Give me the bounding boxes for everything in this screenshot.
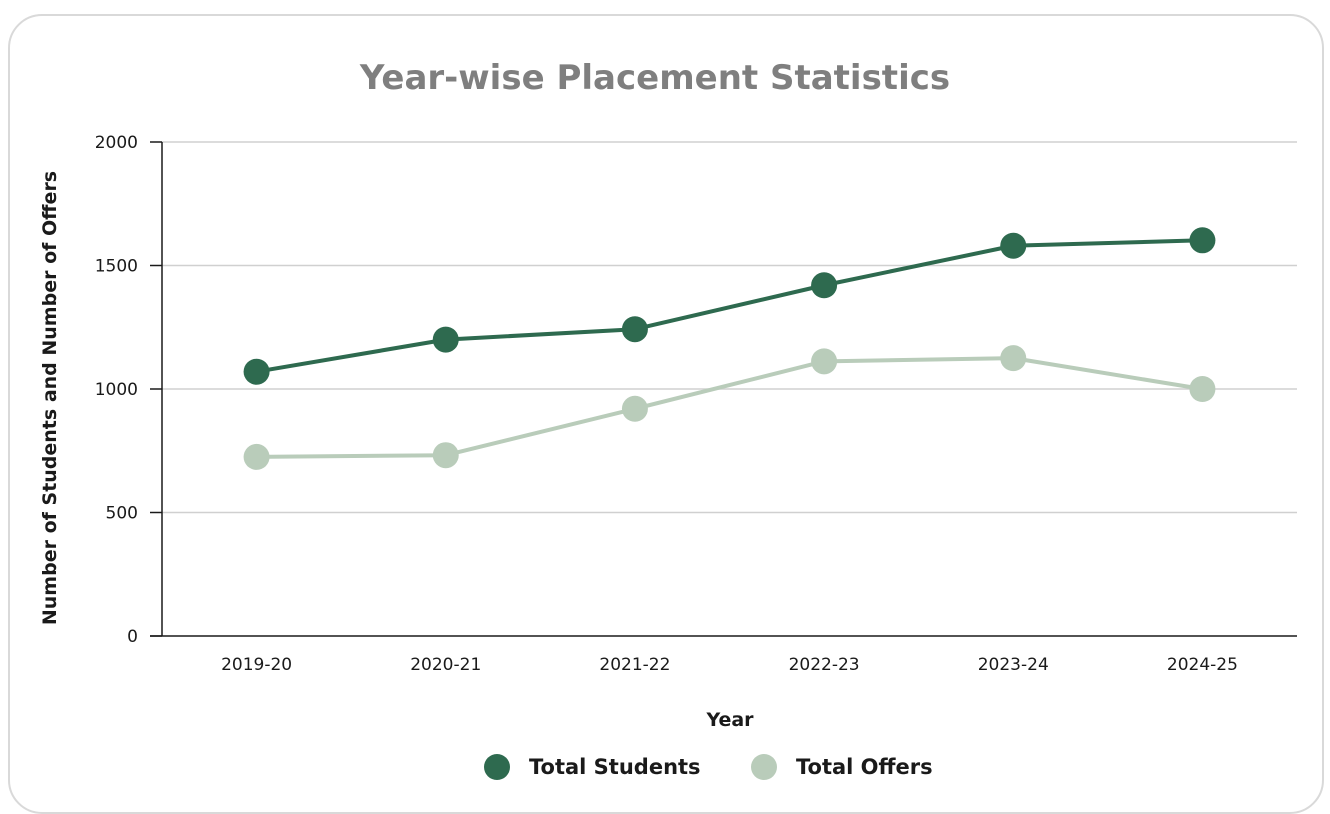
x-tick-label: 2020-21 bbox=[410, 655, 481, 675]
y-axis-label: Number of Students and Number of Offers bbox=[39, 171, 61, 625]
x-axis-label: Year bbox=[705, 709, 754, 731]
x-tick-label: 2021-22 bbox=[599, 655, 670, 675]
series-line bbox=[256, 356, 1203, 459]
data-point bbox=[1189, 376, 1216, 402]
x-tick-label: 2019-20 bbox=[221, 655, 292, 675]
data-point bbox=[243, 443, 270, 470]
x-axis-ticks: 2019-20 2020-21 2021-22 2022-23 2023-24 2024-… bbox=[221, 655, 1238, 675]
data-point bbox=[432, 326, 459, 353]
data-point bbox=[1000, 345, 1027, 372]
x-tick-label: 2022-23 bbox=[789, 655, 860, 675]
legend-marker bbox=[751, 754, 777, 780]
data-point bbox=[811, 348, 838, 375]
y-tick-label: 2000 bbox=[95, 133, 138, 153]
data-point bbox=[621, 316, 648, 343]
data-point bbox=[243, 358, 270, 385]
legend-item: Total Students bbox=[484, 754, 701, 780]
legend-label: Total Offers bbox=[796, 755, 933, 779]
y-tick-label: 500 bbox=[106, 504, 138, 524]
data-point bbox=[811, 272, 838, 299]
legend-item: Total Offers bbox=[751, 754, 933, 780]
x-tick-label: 2023-24 bbox=[978, 655, 1049, 675]
chart-card bbox=[8, 14, 1324, 814]
data-point bbox=[1000, 232, 1027, 259]
series-group bbox=[243, 227, 1216, 470]
y-tick-label: 1500 bbox=[95, 257, 138, 277]
data-point bbox=[1189, 227, 1216, 254]
series-total-offers bbox=[243, 345, 1216, 470]
legend: Total Students Total Offers bbox=[484, 754, 933, 780]
series-total-students bbox=[243, 227, 1216, 385]
y-tick-label: 1000 bbox=[95, 380, 138, 400]
data-point bbox=[432, 442, 459, 469]
chart-title: Year-wise Placement Statistics bbox=[359, 58, 950, 98]
data-point bbox=[621, 395, 648, 422]
legend-marker bbox=[484, 754, 510, 780]
line-chart: Year-wise Placement Statistics 0 500 1000 1… bbox=[39, 58, 1297, 780]
gridlines bbox=[162, 141, 1297, 514]
x-tick-label: 2024-25 bbox=[1167, 655, 1238, 675]
legend-label: Total Students bbox=[529, 755, 701, 779]
y-axis-ticks: 0 500 1000 1500 2000 bbox=[95, 133, 162, 647]
y-tick-label: 0 bbox=[127, 627, 138, 647]
series-line bbox=[256, 238, 1203, 374]
